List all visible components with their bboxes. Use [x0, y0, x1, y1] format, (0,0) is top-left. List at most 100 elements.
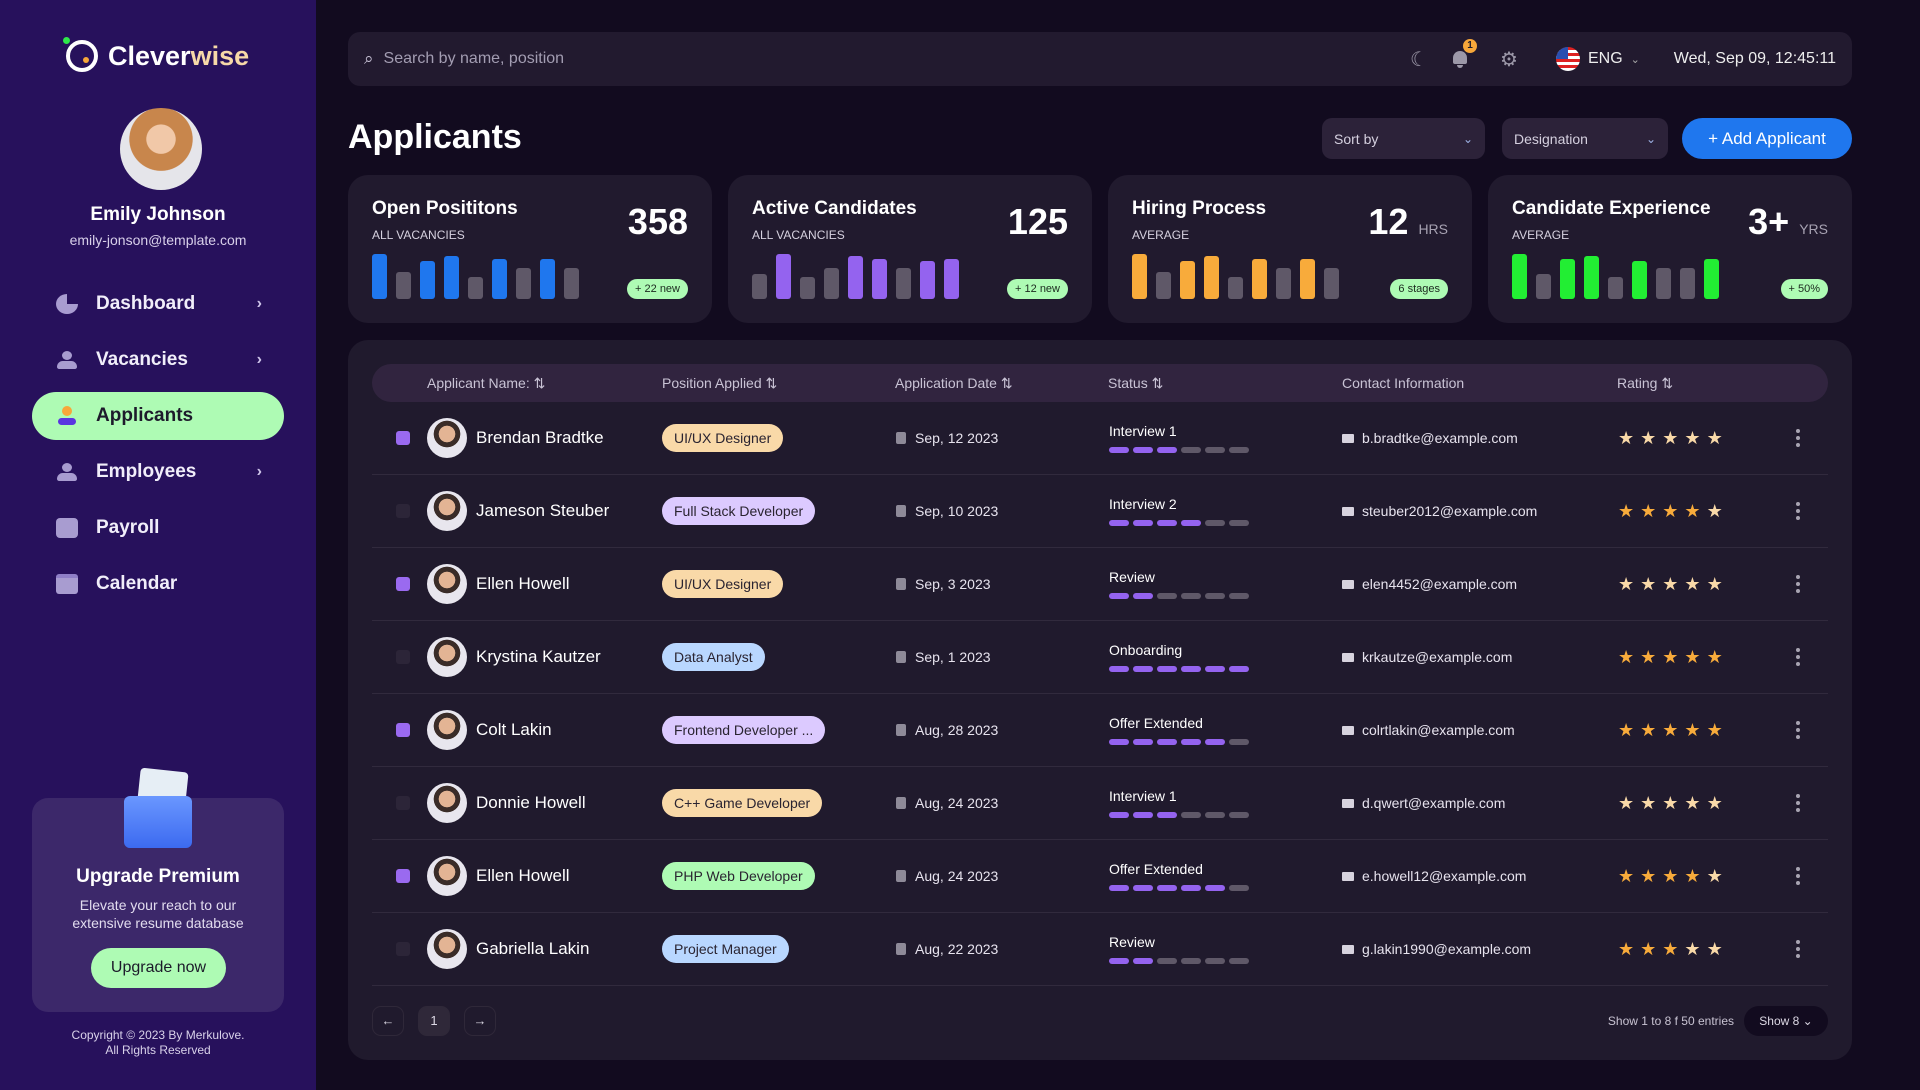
contact-email[interactable]: krkautze@example.com — [1362, 649, 1513, 665]
row-checkbox[interactable] — [396, 650, 410, 664]
star-icon[interactable]: ★ — [1662, 865, 1679, 886]
dark-mode-toggle[interactable]: ☾ — [1410, 32, 1428, 86]
table-row[interactable]: Krystina Kautzer Data Analyst Sep, 1 202… — [372, 621, 1828, 694]
applicant-name[interactable]: Brendan Bradtke — [476, 428, 604, 447]
table-row[interactable]: Jameson Steuber Full Stack Developer Sep… — [372, 475, 1828, 548]
applicant-name[interactable]: Ellen Howell — [476, 574, 570, 593]
sidebar-item-payroll[interactable]: Payroll — [32, 504, 284, 552]
contact-email[interactable]: d.qwert@example.com — [1362, 795, 1506, 811]
settings-button[interactable]: ⚙ — [1500, 32, 1518, 86]
star-icon[interactable]: ★ — [1618, 500, 1635, 521]
sort-by-select[interactable]: Sort by ⌄ — [1322, 118, 1485, 159]
star-icon[interactable]: ★ — [1618, 938, 1635, 959]
star-icon[interactable]: ★ — [1684, 865, 1701, 886]
header-status[interactable]: Status ⇅ — [1108, 375, 1163, 392]
row-checkbox[interactable] — [396, 504, 410, 518]
next-page-button[interactable]: → — [464, 1006, 496, 1036]
more-options-icon[interactable] — [1796, 502, 1800, 520]
star-icon[interactable]: ★ — [1662, 646, 1679, 667]
star-icon[interactable]: ★ — [1618, 646, 1635, 667]
applicant-name[interactable]: Donnie Howell — [476, 793, 586, 812]
star-icon[interactable]: ★ — [1706, 792, 1723, 813]
star-icon[interactable]: ★ — [1662, 719, 1679, 740]
sidebar-item-vacancies[interactable]: Vacancies › — [32, 336, 284, 384]
sidebar-item-dashboard[interactable]: Dashboard › — [32, 280, 284, 328]
star-icon[interactable]: ★ — [1618, 792, 1635, 813]
table-row[interactable]: Donnie Howell C++ Game Developer Aug, 24… — [372, 767, 1828, 840]
star-icon[interactable]: ★ — [1706, 938, 1723, 959]
more-options-icon[interactable] — [1796, 648, 1800, 666]
star-icon[interactable]: ★ — [1684, 938, 1701, 959]
star-icon[interactable]: ★ — [1640, 719, 1657, 740]
star-icon[interactable]: ★ — [1640, 500, 1657, 521]
more-options-icon[interactable] — [1796, 429, 1800, 447]
star-icon[interactable]: ★ — [1662, 427, 1679, 448]
contact-email[interactable]: e.howell12@example.com — [1362, 868, 1527, 884]
star-icon[interactable]: ★ — [1706, 500, 1723, 521]
star-icon[interactable]: ★ — [1684, 500, 1701, 521]
star-icon[interactable]: ★ — [1662, 500, 1679, 521]
star-icon[interactable]: ★ — [1640, 427, 1657, 448]
more-options-icon[interactable] — [1796, 867, 1800, 885]
contact-email[interactable]: steuber2012@example.com — [1362, 503, 1538, 519]
prev-page-button[interactable]: ← — [372, 1006, 404, 1036]
more-options-icon[interactable] — [1796, 940, 1800, 958]
star-icon[interactable]: ★ — [1662, 573, 1679, 594]
row-checkbox[interactable] — [396, 431, 410, 445]
table-row[interactable]: Gabriella Lakin Project Manager Aug, 22 … — [372, 913, 1828, 986]
star-icon[interactable]: ★ — [1618, 427, 1635, 448]
notifications-button[interactable]: 1 — [1452, 32, 1480, 86]
star-icon[interactable]: ★ — [1684, 427, 1701, 448]
row-checkbox[interactable] — [396, 723, 410, 737]
contact-email[interactable]: colrtlakin@example.com — [1362, 722, 1515, 738]
star-icon[interactable]: ★ — [1662, 938, 1679, 959]
table-row[interactable]: Brendan Bradtke UI/UX Designer Sep, 12 2… — [372, 402, 1828, 475]
upgrade-now-button[interactable]: Upgrade now — [91, 948, 226, 988]
header-date[interactable]: Application Date ⇅ — [895, 375, 1013, 392]
more-options-icon[interactable] — [1796, 575, 1800, 593]
page-size-select[interactable]: Show 8 ⌄ — [1744, 1006, 1828, 1036]
star-icon[interactable]: ★ — [1684, 573, 1701, 594]
star-icon[interactable]: ★ — [1706, 573, 1723, 594]
table-row[interactable]: Ellen Howell PHP Web Developer Aug, 24 2… — [372, 840, 1828, 913]
language-select[interactable]: ENG ⌄ — [1556, 32, 1640, 86]
contact-email[interactable]: g.lakin1990@example.com — [1362, 941, 1532, 957]
star-icon[interactable]: ★ — [1640, 792, 1657, 813]
star-icon[interactable]: ★ — [1640, 865, 1657, 886]
applicant-name[interactable]: Ellen Howell — [476, 866, 570, 885]
more-options-icon[interactable] — [1796, 794, 1800, 812]
page-1-button[interactable]: 1 — [418, 1006, 450, 1036]
star-icon[interactable]: ★ — [1684, 792, 1701, 813]
sidebar-item-calendar[interactable]: Calendar — [32, 560, 284, 608]
contact-email[interactable]: elen4452@example.com — [1362, 576, 1518, 592]
star-icon[interactable]: ★ — [1706, 719, 1723, 740]
star-icon[interactable]: ★ — [1640, 938, 1657, 959]
table-row[interactable]: Colt Lakin Frontend Developer ... Aug, 2… — [372, 694, 1828, 767]
applicant-name[interactable]: Gabriella Lakin — [476, 939, 590, 958]
star-icon[interactable]: ★ — [1662, 792, 1679, 813]
search-input[interactable] — [383, 50, 1284, 68]
star-icon[interactable]: ★ — [1706, 865, 1723, 886]
row-checkbox[interactable] — [396, 577, 410, 591]
designation-select[interactable]: Designation ⌄ — [1502, 118, 1668, 159]
row-checkbox[interactable] — [396, 869, 410, 883]
star-icon[interactable]: ★ — [1618, 573, 1635, 594]
star-icon[interactable]: ★ — [1640, 646, 1657, 667]
row-checkbox[interactable] — [396, 942, 410, 956]
logo[interactable]: Cleverwise — [63, 37, 249, 72]
avatar[interactable] — [120, 108, 202, 190]
applicant-name[interactable]: Krystina Kautzer — [476, 647, 601, 666]
table-row[interactable]: Ellen Howell UI/UX Designer Sep, 3 2023 … — [372, 548, 1828, 621]
star-icon[interactable]: ★ — [1618, 719, 1635, 740]
star-icon[interactable]: ★ — [1706, 646, 1723, 667]
row-checkbox[interactable] — [396, 796, 410, 810]
header-applicant-name[interactable]: Applicant Name: ⇅ — [427, 375, 545, 392]
header-position[interactable]: Position Applied ⇅ — [662, 375, 777, 392]
applicant-name[interactable]: Jameson Steuber — [476, 501, 610, 520]
header-rating[interactable]: Rating ⇅ — [1617, 375, 1673, 392]
star-icon[interactable]: ★ — [1640, 573, 1657, 594]
star-icon[interactable]: ★ — [1684, 719, 1701, 740]
sidebar-item-applicants[interactable]: Applicants — [32, 392, 284, 440]
star-icon[interactable]: ★ — [1618, 865, 1635, 886]
star-icon[interactable]: ★ — [1684, 646, 1701, 667]
